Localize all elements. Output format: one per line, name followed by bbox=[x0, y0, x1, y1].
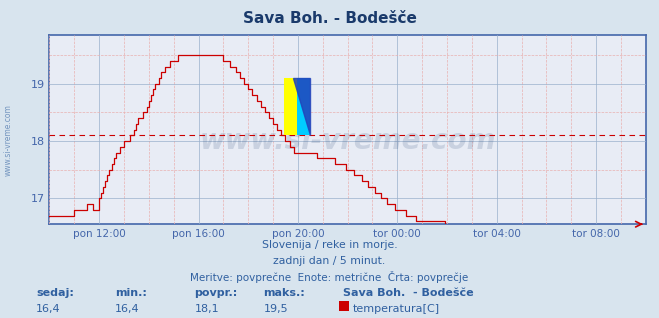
Bar bbox=[284, 79, 297, 135]
Text: zadnji dan / 5 minut.: zadnji dan / 5 minut. bbox=[273, 256, 386, 266]
Polygon shape bbox=[293, 79, 310, 135]
Text: Meritve: povprečne  Enote: metrične  Črta: povprečje: Meritve: povprečne Enote: metrične Črta:… bbox=[190, 271, 469, 283]
Text: maks.:: maks.: bbox=[264, 288, 305, 298]
Text: 19,5: 19,5 bbox=[264, 304, 288, 314]
Text: 18,1: 18,1 bbox=[194, 304, 219, 314]
Text: temperatura[C]: temperatura[C] bbox=[353, 304, 440, 314]
Text: 16,4: 16,4 bbox=[36, 304, 61, 314]
Bar bbox=[297, 79, 310, 135]
Text: www.si-vreme.com: www.si-vreme.com bbox=[3, 104, 13, 176]
Text: min.:: min.: bbox=[115, 288, 147, 298]
Text: povpr.:: povpr.: bbox=[194, 288, 238, 298]
Text: Slovenija / reke in morje.: Slovenija / reke in morje. bbox=[262, 240, 397, 250]
Text: www.si-vreme.com: www.si-vreme.com bbox=[200, 127, 496, 155]
Text: sedaj:: sedaj: bbox=[36, 288, 74, 298]
Text: 16,4: 16,4 bbox=[115, 304, 140, 314]
Text: Sava Boh.  - Bodešče: Sava Boh. - Bodešče bbox=[343, 288, 473, 298]
Text: Sava Boh. - Bodešče: Sava Boh. - Bodešče bbox=[243, 11, 416, 26]
